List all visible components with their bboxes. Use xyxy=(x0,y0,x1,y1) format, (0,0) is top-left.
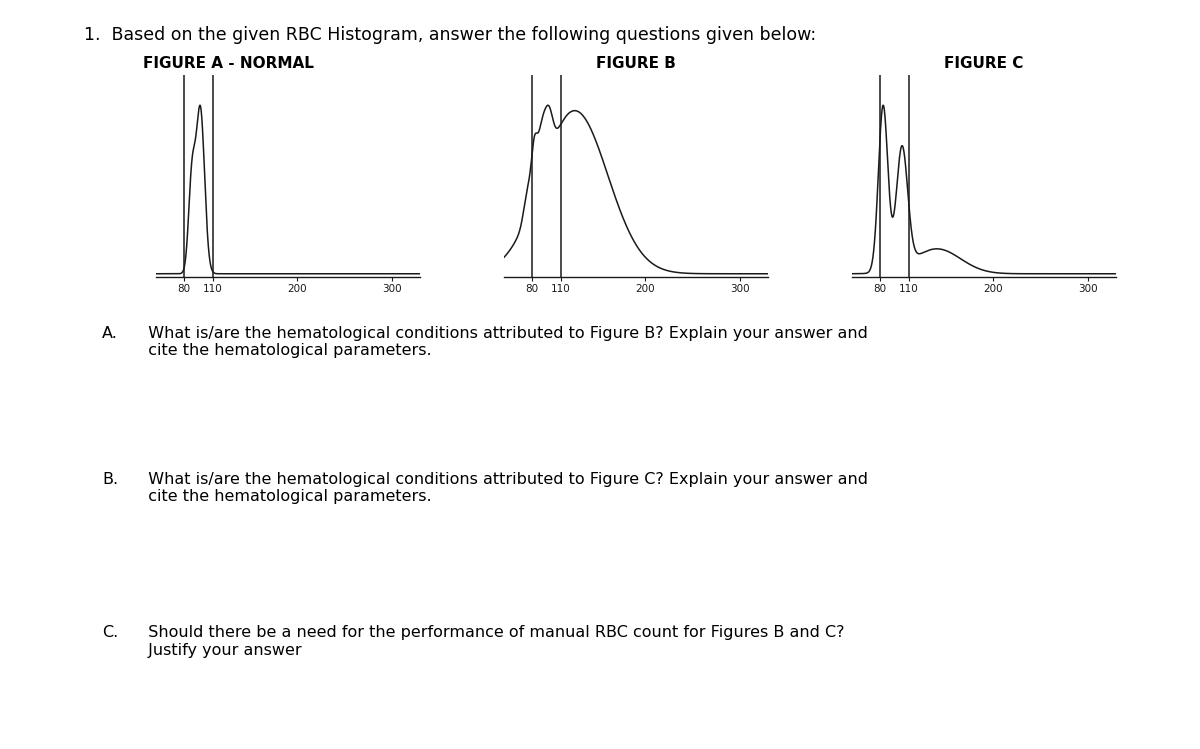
Title: FIGURE C: FIGURE C xyxy=(944,56,1024,71)
Text: Should there be a need for the performance of manual RBC count for Figures B and: Should there be a need for the performan… xyxy=(138,625,845,658)
Text: FIGURE A - NORMAL: FIGURE A - NORMAL xyxy=(143,56,313,71)
Text: What is/are the hematological conditions attributed to Figure B? Explain your an: What is/are the hematological conditions… xyxy=(138,326,868,358)
Text: A.: A. xyxy=(102,326,118,341)
Text: 1.  Based on the given RBC Histogram, answer the following questions given below: 1. Based on the given RBC Histogram, ans… xyxy=(84,26,816,44)
Text: What is/are the hematological conditions attributed to Figure C? Explain your an: What is/are the hematological conditions… xyxy=(138,472,868,504)
Text: B.: B. xyxy=(102,472,118,487)
Text: C.: C. xyxy=(102,625,119,640)
Title: FIGURE B: FIGURE B xyxy=(596,56,676,71)
